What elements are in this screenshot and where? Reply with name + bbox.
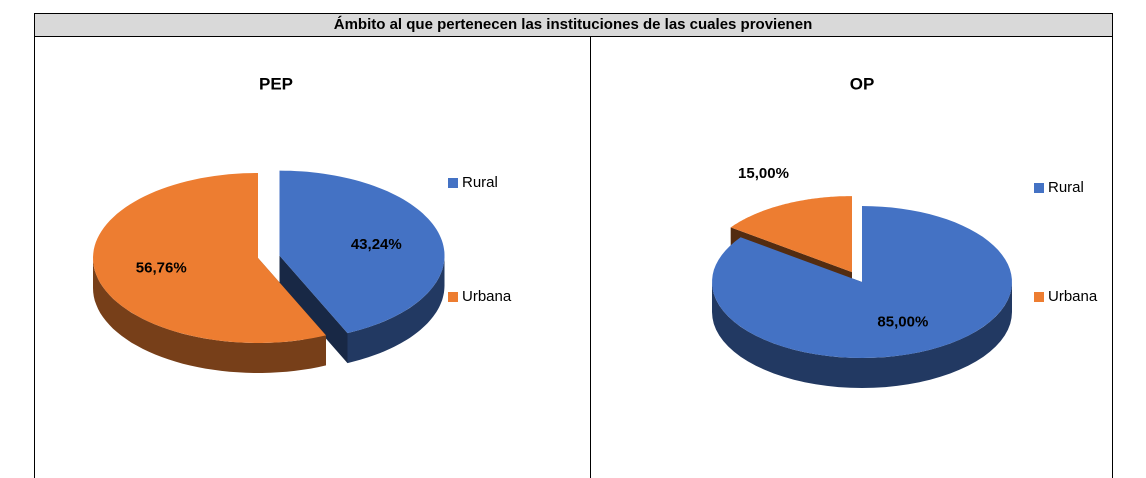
legend-label: Rural bbox=[1048, 179, 1084, 196]
slice-wall bbox=[279, 255, 348, 364]
pie-slice bbox=[279, 170, 445, 334]
data-label: 43,24% bbox=[351, 236, 402, 253]
pie-slice bbox=[93, 173, 326, 343]
legend-label: Rural bbox=[462, 174, 498, 191]
chart-title: PEP bbox=[259, 74, 293, 93]
data-label: 85,00% bbox=[877, 314, 928, 331]
header-cell bbox=[34, 13, 1113, 37]
legend-swatch bbox=[1034, 292, 1044, 302]
chart-title: OP bbox=[850, 74, 875, 93]
pie-slice bbox=[730, 196, 852, 273]
slice-side bbox=[93, 258, 326, 373]
legend-swatch bbox=[448, 292, 458, 302]
data-label: 56,76% bbox=[136, 260, 187, 277]
legend-label: Urbana bbox=[1048, 288, 1098, 305]
data-label: 15,00% bbox=[738, 165, 789, 182]
legend-swatch bbox=[448, 178, 458, 188]
table-title: Ámbito al que pertenecen las institucion… bbox=[334, 16, 812, 33]
legend-label: Urbana bbox=[462, 288, 512, 305]
slice-side bbox=[712, 282, 1012, 388]
slice-side bbox=[347, 255, 445, 364]
pie-slice bbox=[712, 206, 1012, 358]
legend-swatch bbox=[1034, 183, 1044, 193]
